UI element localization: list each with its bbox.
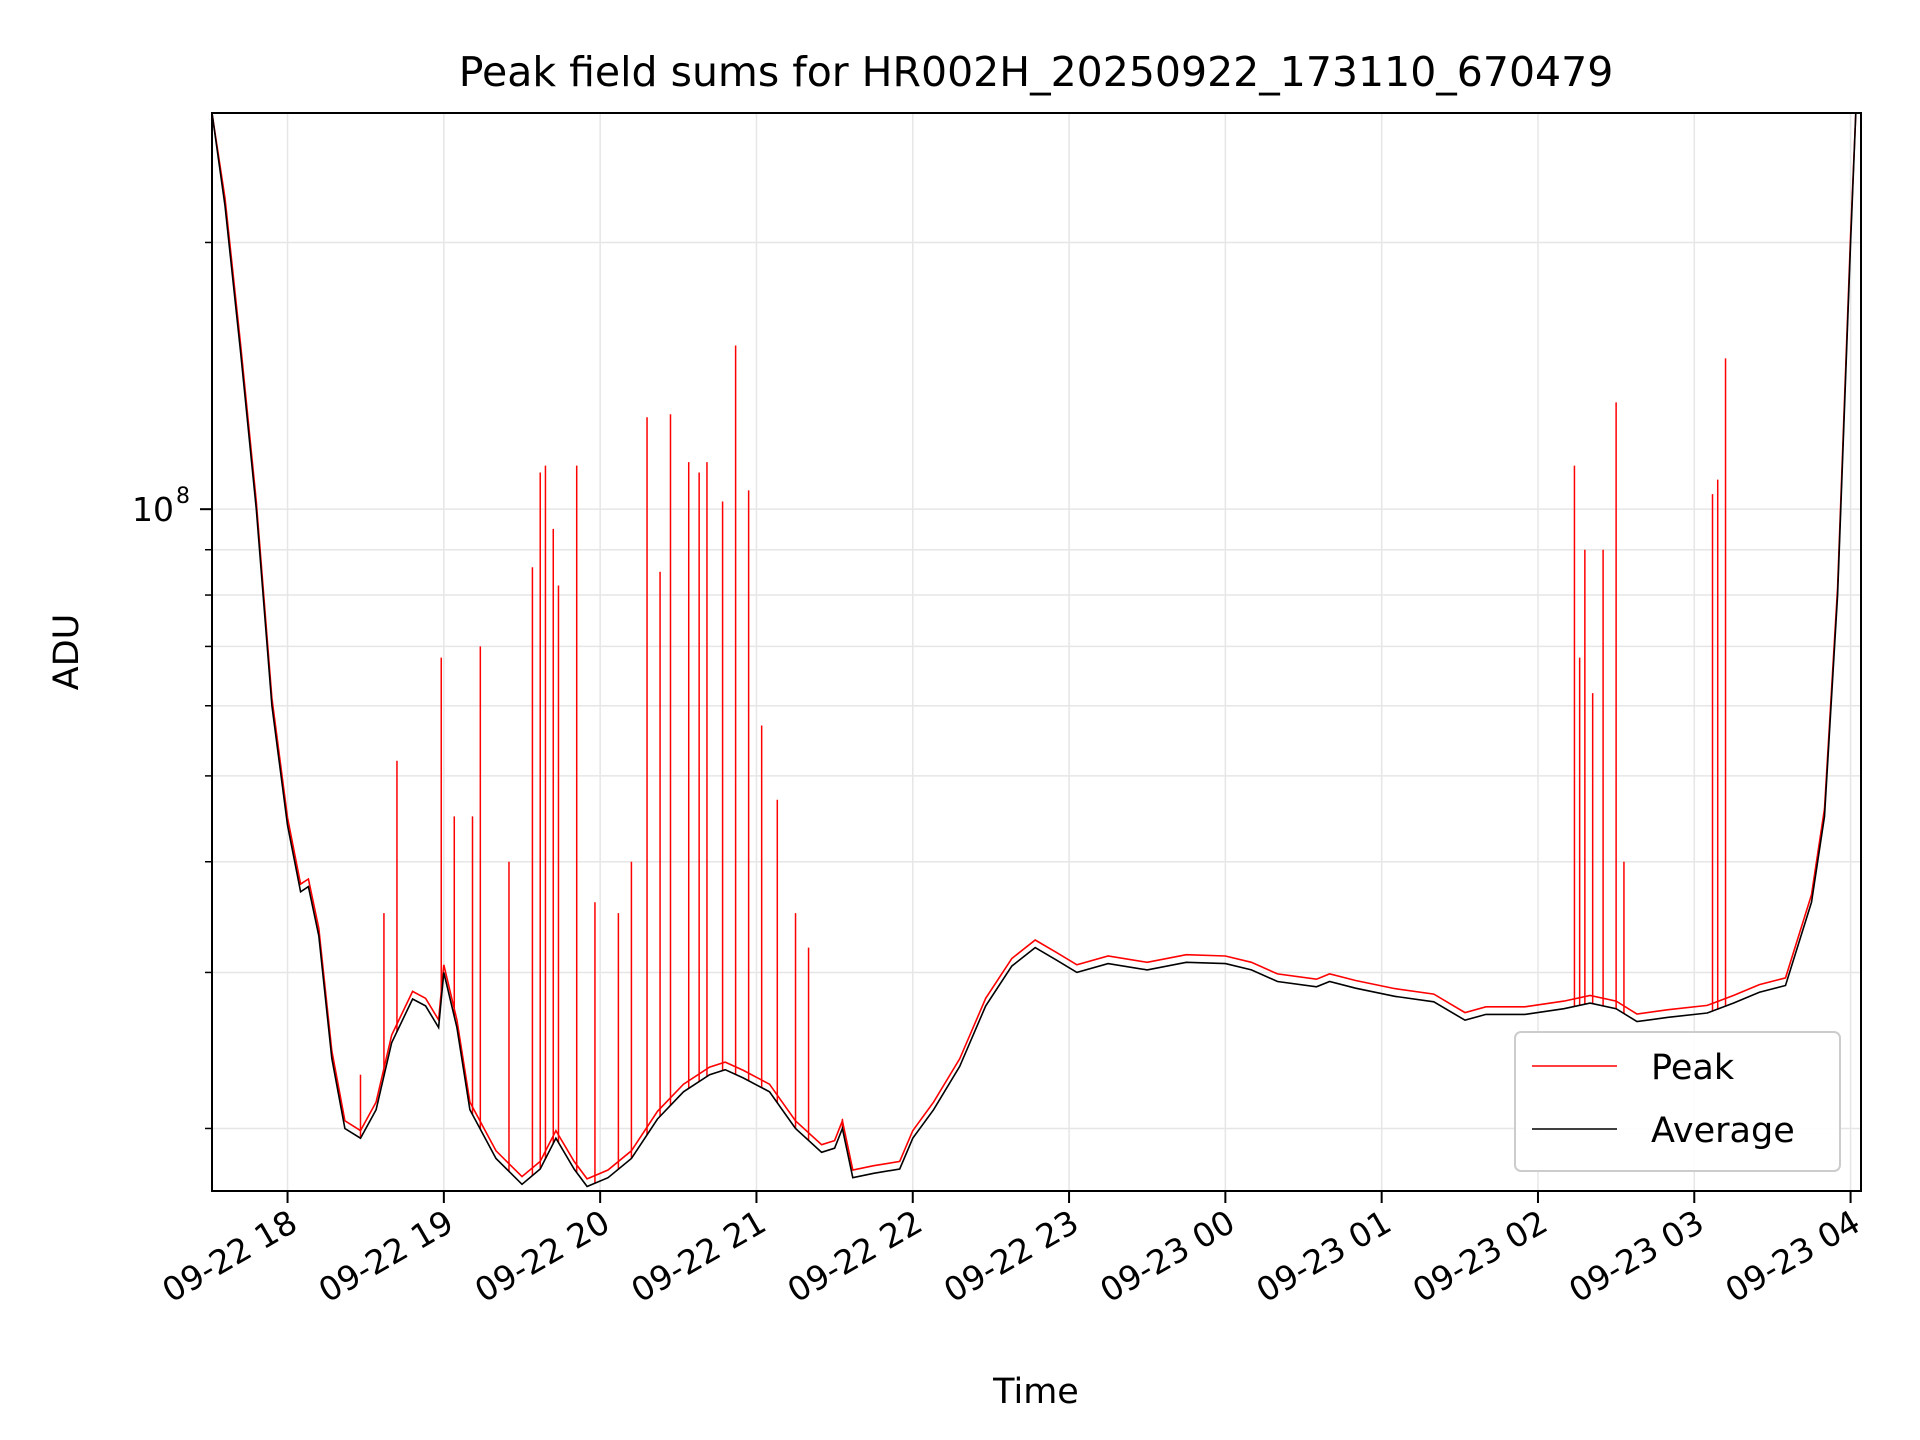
y-axis: 10 8: [132, 241, 212, 1130]
peak-line: [211, 112, 1857, 1180]
y-tick-label: 10: [132, 490, 174, 529]
chart-title: Peak field sums for HR002H_20250922_1731…: [459, 48, 1614, 96]
legend-label-average: Average: [1651, 1111, 1795, 1151]
peak-series: [211, 112, 1857, 1184]
average-line: [211, 112, 1857, 1188]
y-axis-label: ADU: [47, 614, 87, 691]
plot-frame: [211, 112, 1862, 1192]
grid: [212, 113, 1861, 1191]
x-axis-label: Time: [992, 1372, 1079, 1412]
average-series: [211, 112, 1857, 1188]
y-tick-label-exponent: 8: [176, 484, 190, 509]
legend-label-peak: Peak: [1651, 1048, 1735, 1088]
legend: Peak Average: [1514, 1031, 1841, 1172]
